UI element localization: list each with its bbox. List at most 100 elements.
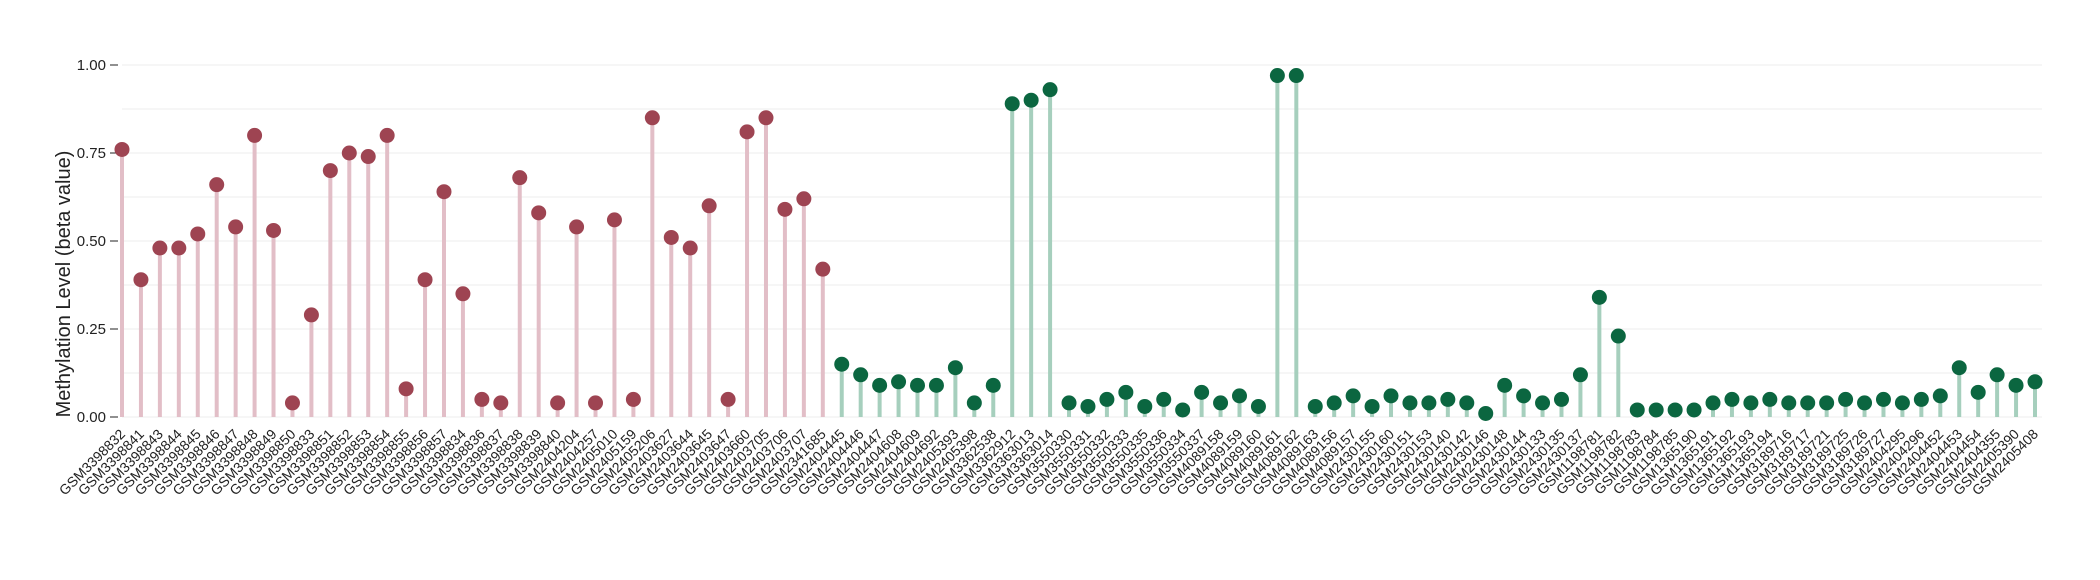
lollipop-dot <box>360 149 376 165</box>
lollipop-dot <box>1421 395 1437 411</box>
lollipop-dot <box>1231 388 1247 404</box>
lollipop-dot <box>512 170 528 186</box>
lollipop-dot <box>1402 395 1418 411</box>
lollipop-dot <box>1951 360 1967 376</box>
lollipop-dot <box>1894 395 1910 411</box>
lollipop-dot <box>1497 377 1513 393</box>
lollipop-dot <box>1440 391 1456 407</box>
lollipop-dot <box>152 240 168 256</box>
lollipop-dot <box>228 219 244 235</box>
lollipop-dot <box>1819 395 1835 411</box>
lollipop-dot <box>436 184 452 200</box>
lollipop-dot <box>1061 395 1077 411</box>
lollipop-dot <box>1099 391 1115 407</box>
lollipop-dot <box>815 261 831 277</box>
lollipop-dot <box>834 356 850 372</box>
lollipop-dot <box>1629 402 1645 418</box>
lollipop-dot <box>625 391 641 407</box>
lollipop-dot <box>1459 395 1475 411</box>
grid-lines <box>122 64 2042 418</box>
lollipop-dot <box>985 377 1001 393</box>
lollipop-dot <box>266 222 282 238</box>
lollipop-dot <box>493 395 509 411</box>
y-axis-label: Methylation Level (beta value) <box>53 151 75 418</box>
lollipop-dot <box>1743 395 1759 411</box>
lollipop-dot <box>1175 402 1191 418</box>
lollipop-dot <box>1970 384 1986 400</box>
lollipop-dot <box>1478 405 1494 421</box>
lollipop-dot <box>2027 374 2043 390</box>
lollipop-dot <box>1724 391 1740 407</box>
lollipop-dot <box>1932 388 1948 404</box>
y-tick-label: 0.25 <box>77 321 106 338</box>
lollipop-dot <box>247 127 263 143</box>
lollipop-dot <box>1213 395 1229 411</box>
lollipop-dot <box>2008 377 2024 393</box>
lollipop-dot <box>190 226 206 242</box>
lollipop-dot <box>1004 96 1020 112</box>
lollipop-dot <box>1553 391 1569 407</box>
lollipop-dot <box>739 124 755 140</box>
lollipop-dot <box>455 286 471 302</box>
x-axis: GSM3398832GSM3398841GSM3398843GSM3398844… <box>56 426 2042 499</box>
lollipop-dot <box>341 145 357 161</box>
lollipop-dot <box>1913 391 1929 407</box>
lollipop-dot <box>133 272 149 288</box>
lollipop-dot <box>663 229 679 245</box>
lollipop-dot <box>910 377 926 393</box>
lollipop-dot <box>1800 395 1816 411</box>
lollipop-dot <box>1023 92 1039 108</box>
lollipop-dot <box>1137 398 1153 414</box>
lollipop-dot <box>796 191 812 207</box>
lollipop-dot <box>1838 391 1854 407</box>
lollipop-dot <box>1364 398 1380 414</box>
lollipop-dot <box>1250 398 1266 414</box>
lollipop-dot <box>1667 402 1683 418</box>
lollipop-dot <box>1762 391 1778 407</box>
lollipop-dot <box>1288 68 1304 84</box>
lollipop-dot <box>777 201 793 217</box>
lollipop-dot <box>1194 384 1210 400</box>
lollipop-dot <box>1686 402 1702 418</box>
lollipop-dot <box>644 110 660 126</box>
lollipop-dot <box>550 395 566 411</box>
y-tick-label: 0.50 <box>77 233 106 250</box>
lollipop-dot <box>1269 68 1285 84</box>
lollipop-dot <box>1705 395 1721 411</box>
lollipop-dot <box>1383 388 1399 404</box>
lollipop-dot <box>606 212 622 228</box>
lollipop-dot <box>284 395 300 411</box>
lollipop-dot <box>417 272 433 288</box>
lollipop-dot <box>1781 395 1797 411</box>
lollipop-dot <box>966 395 982 411</box>
lollipop-dot <box>1516 388 1532 404</box>
lollipop-dot <box>1989 367 2005 383</box>
y-tick-label: 1.00 <box>77 57 106 74</box>
lollipop-dot <box>474 391 490 407</box>
lollipop-dot <box>303 307 319 323</box>
lollipop-dot <box>928 377 944 393</box>
lollipop-dot <box>1648 402 1664 418</box>
lollipop-dot <box>1572 367 1588 383</box>
lollipop-dot <box>947 360 963 376</box>
lollipop-dot <box>720 391 736 407</box>
lollipop-dot <box>1345 388 1361 404</box>
y-axis: 0.00 0.25 0.50 0.75 1.00 <box>77 57 118 426</box>
lollipop-dot <box>701 198 717 214</box>
lollipop-dot <box>531 205 547 221</box>
lollipop-dot <box>1857 395 1873 411</box>
lollipop-dot <box>758 110 774 126</box>
lollipop-dot <box>1326 395 1342 411</box>
lollipop-dot <box>114 141 130 157</box>
lollipop-dot <box>853 367 869 383</box>
lollipop-dot <box>398 381 414 397</box>
lollipop-dot <box>379 127 395 143</box>
lollipop-dot <box>1156 391 1172 407</box>
lollipop-dot <box>891 374 907 390</box>
lollipop-dot <box>1610 328 1626 344</box>
lollipop-dot <box>872 377 888 393</box>
lollipop-dot <box>682 240 698 256</box>
y-tick-label: 0.00 <box>77 409 106 426</box>
lollipop-dot <box>1118 384 1134 400</box>
